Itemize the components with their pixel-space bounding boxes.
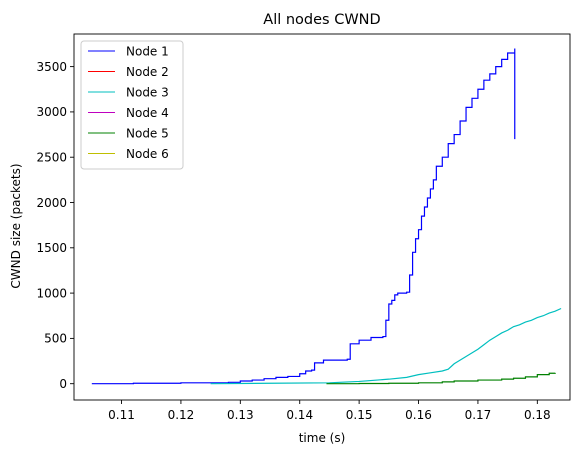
x-tick-label: 0.13 bbox=[227, 408, 254, 422]
series-line-node-1 bbox=[91, 48, 516, 385]
y-tick-label: 0 bbox=[59, 377, 67, 391]
legend: Node 1 Node 2 Node 3 Node 4 Node 5 Node 6 bbox=[80, 40, 184, 170]
x-tick-label: 0.11 bbox=[108, 408, 135, 422]
x-tick-label: 0.17 bbox=[465, 408, 492, 422]
legend-box bbox=[80, 40, 184, 170]
legend-label-node-1: Node 1 bbox=[126, 44, 169, 58]
legend-label-node-2: Node 2 bbox=[126, 65, 169, 79]
x-axis-label: time (s) bbox=[299, 431, 346, 445]
y-tick-label: 3500 bbox=[36, 60, 67, 74]
series-group bbox=[91, 48, 562, 385]
plot-area bbox=[91, 48, 562, 385]
y-tick-label: 1000 bbox=[36, 286, 67, 300]
legend-label-node-4: Node 4 bbox=[126, 106, 169, 120]
chart-title: All nodes CWND bbox=[263, 12, 380, 28]
x-tick-label: 0.16 bbox=[405, 408, 432, 422]
series-line-node-5 bbox=[326, 372, 556, 385]
legend-label-node-5: Node 5 bbox=[126, 126, 169, 140]
y-tick-label: 1500 bbox=[36, 241, 67, 255]
y-axis-label: CWND size (packets) bbox=[9, 163, 23, 288]
legend-label-node-3: Node 3 bbox=[126, 85, 169, 99]
y-tick-label: 500 bbox=[44, 332, 67, 346]
y-tick-label: 2500 bbox=[36, 151, 67, 165]
plot-frame bbox=[73, 33, 571, 401]
legend-label-node-6: Node 6 bbox=[126, 147, 169, 161]
axes: 0.11 0.12 0.13 0.14 0.15 0.16 0.17 0.18 0 500 1000… bbox=[36, 33, 571, 422]
series-line-node-3 bbox=[210, 307, 562, 385]
x-tick-label: 0.18 bbox=[524, 408, 551, 422]
x-tick-label: 0.12 bbox=[168, 408, 195, 422]
x-tick-label: 0.14 bbox=[286, 408, 313, 422]
y-tick-label: 2000 bbox=[36, 196, 67, 210]
x-tick-label: 0.15 bbox=[346, 408, 373, 422]
y-tick-label: 3000 bbox=[36, 105, 67, 119]
